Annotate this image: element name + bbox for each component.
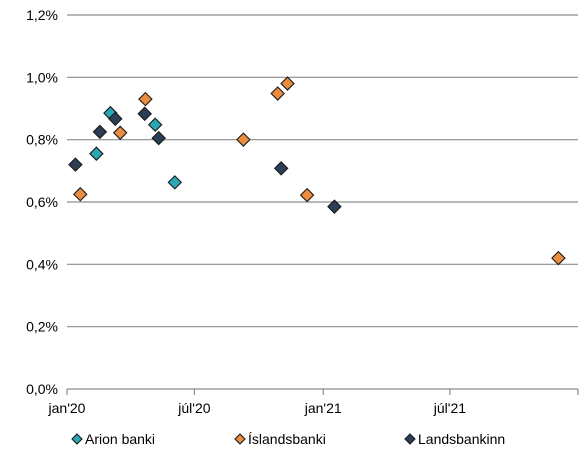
y-tick-label: 1,0% [26, 69, 58, 85]
legend-marker-landsbankinn [404, 433, 416, 445]
legend-label-islandsbanki: Íslandsbanki [248, 431, 326, 447]
y-tick-label: 0,0% [26, 381, 58, 397]
point-landsbankinn [108, 111, 123, 127]
gridlines [67, 14, 578, 328]
point-landsbankinn [92, 124, 108, 140]
point-arion-banki [147, 117, 163, 132]
legend-label-landsbankinn: Landsbankinn [418, 431, 505, 447]
point-landsbankinn [68, 157, 83, 172]
point-islandsbanki [236, 132, 251, 147]
point-islandsbanki [551, 250, 566, 266]
x-tick-label: júl'21 [433, 400, 466, 416]
point-islandsbanki [73, 186, 88, 202]
point-landsbankinn [137, 106, 152, 122]
legend: Arion banki Íslandsbanki Landsbankinn [71, 431, 505, 447]
axes [66, 388, 579, 395]
y-tick-label: 0,2% [26, 319, 58, 335]
x-axis-tick-labels: jan'20 júl'20 jan'21 júl'21 [48, 400, 467, 416]
x-tick-label: jan'21 [304, 400, 342, 416]
point-arion-banki [167, 175, 183, 190]
x-tick-label: júl'20 [177, 400, 210, 416]
point-islandsbanki [280, 76, 295, 91]
legend-label-arion-banki: Arion banki [85, 431, 155, 447]
legend-marker-islandsbanki [234, 433, 246, 445]
point-arion-banki [89, 146, 104, 161]
legend-marker-arion-banki [71, 433, 83, 445]
x-tick-label: jan'20 [48, 400, 86, 416]
point-landsbankinn [273, 161, 289, 176]
y-axis-tick-labels: 0,0% 0,2% 0,4% 0,6% 0,8% 1,0% 1,2% [26, 7, 58, 397]
y-tick-label: 0,6% [26, 194, 58, 210]
point-landsbankinn [327, 199, 342, 214]
point-islandsbanki [112, 125, 128, 141]
y-tick-label: 0,4% [26, 256, 58, 272]
data-points [68, 76, 566, 266]
y-tick-label: 0,8% [26, 132, 58, 148]
point-landsbankinn [151, 130, 166, 146]
y-tick-label: 1,2% [26, 7, 58, 23]
point-islandsbanki [299, 187, 315, 203]
point-islandsbanki [270, 86, 285, 101]
point-islandsbanki [138, 91, 153, 107]
